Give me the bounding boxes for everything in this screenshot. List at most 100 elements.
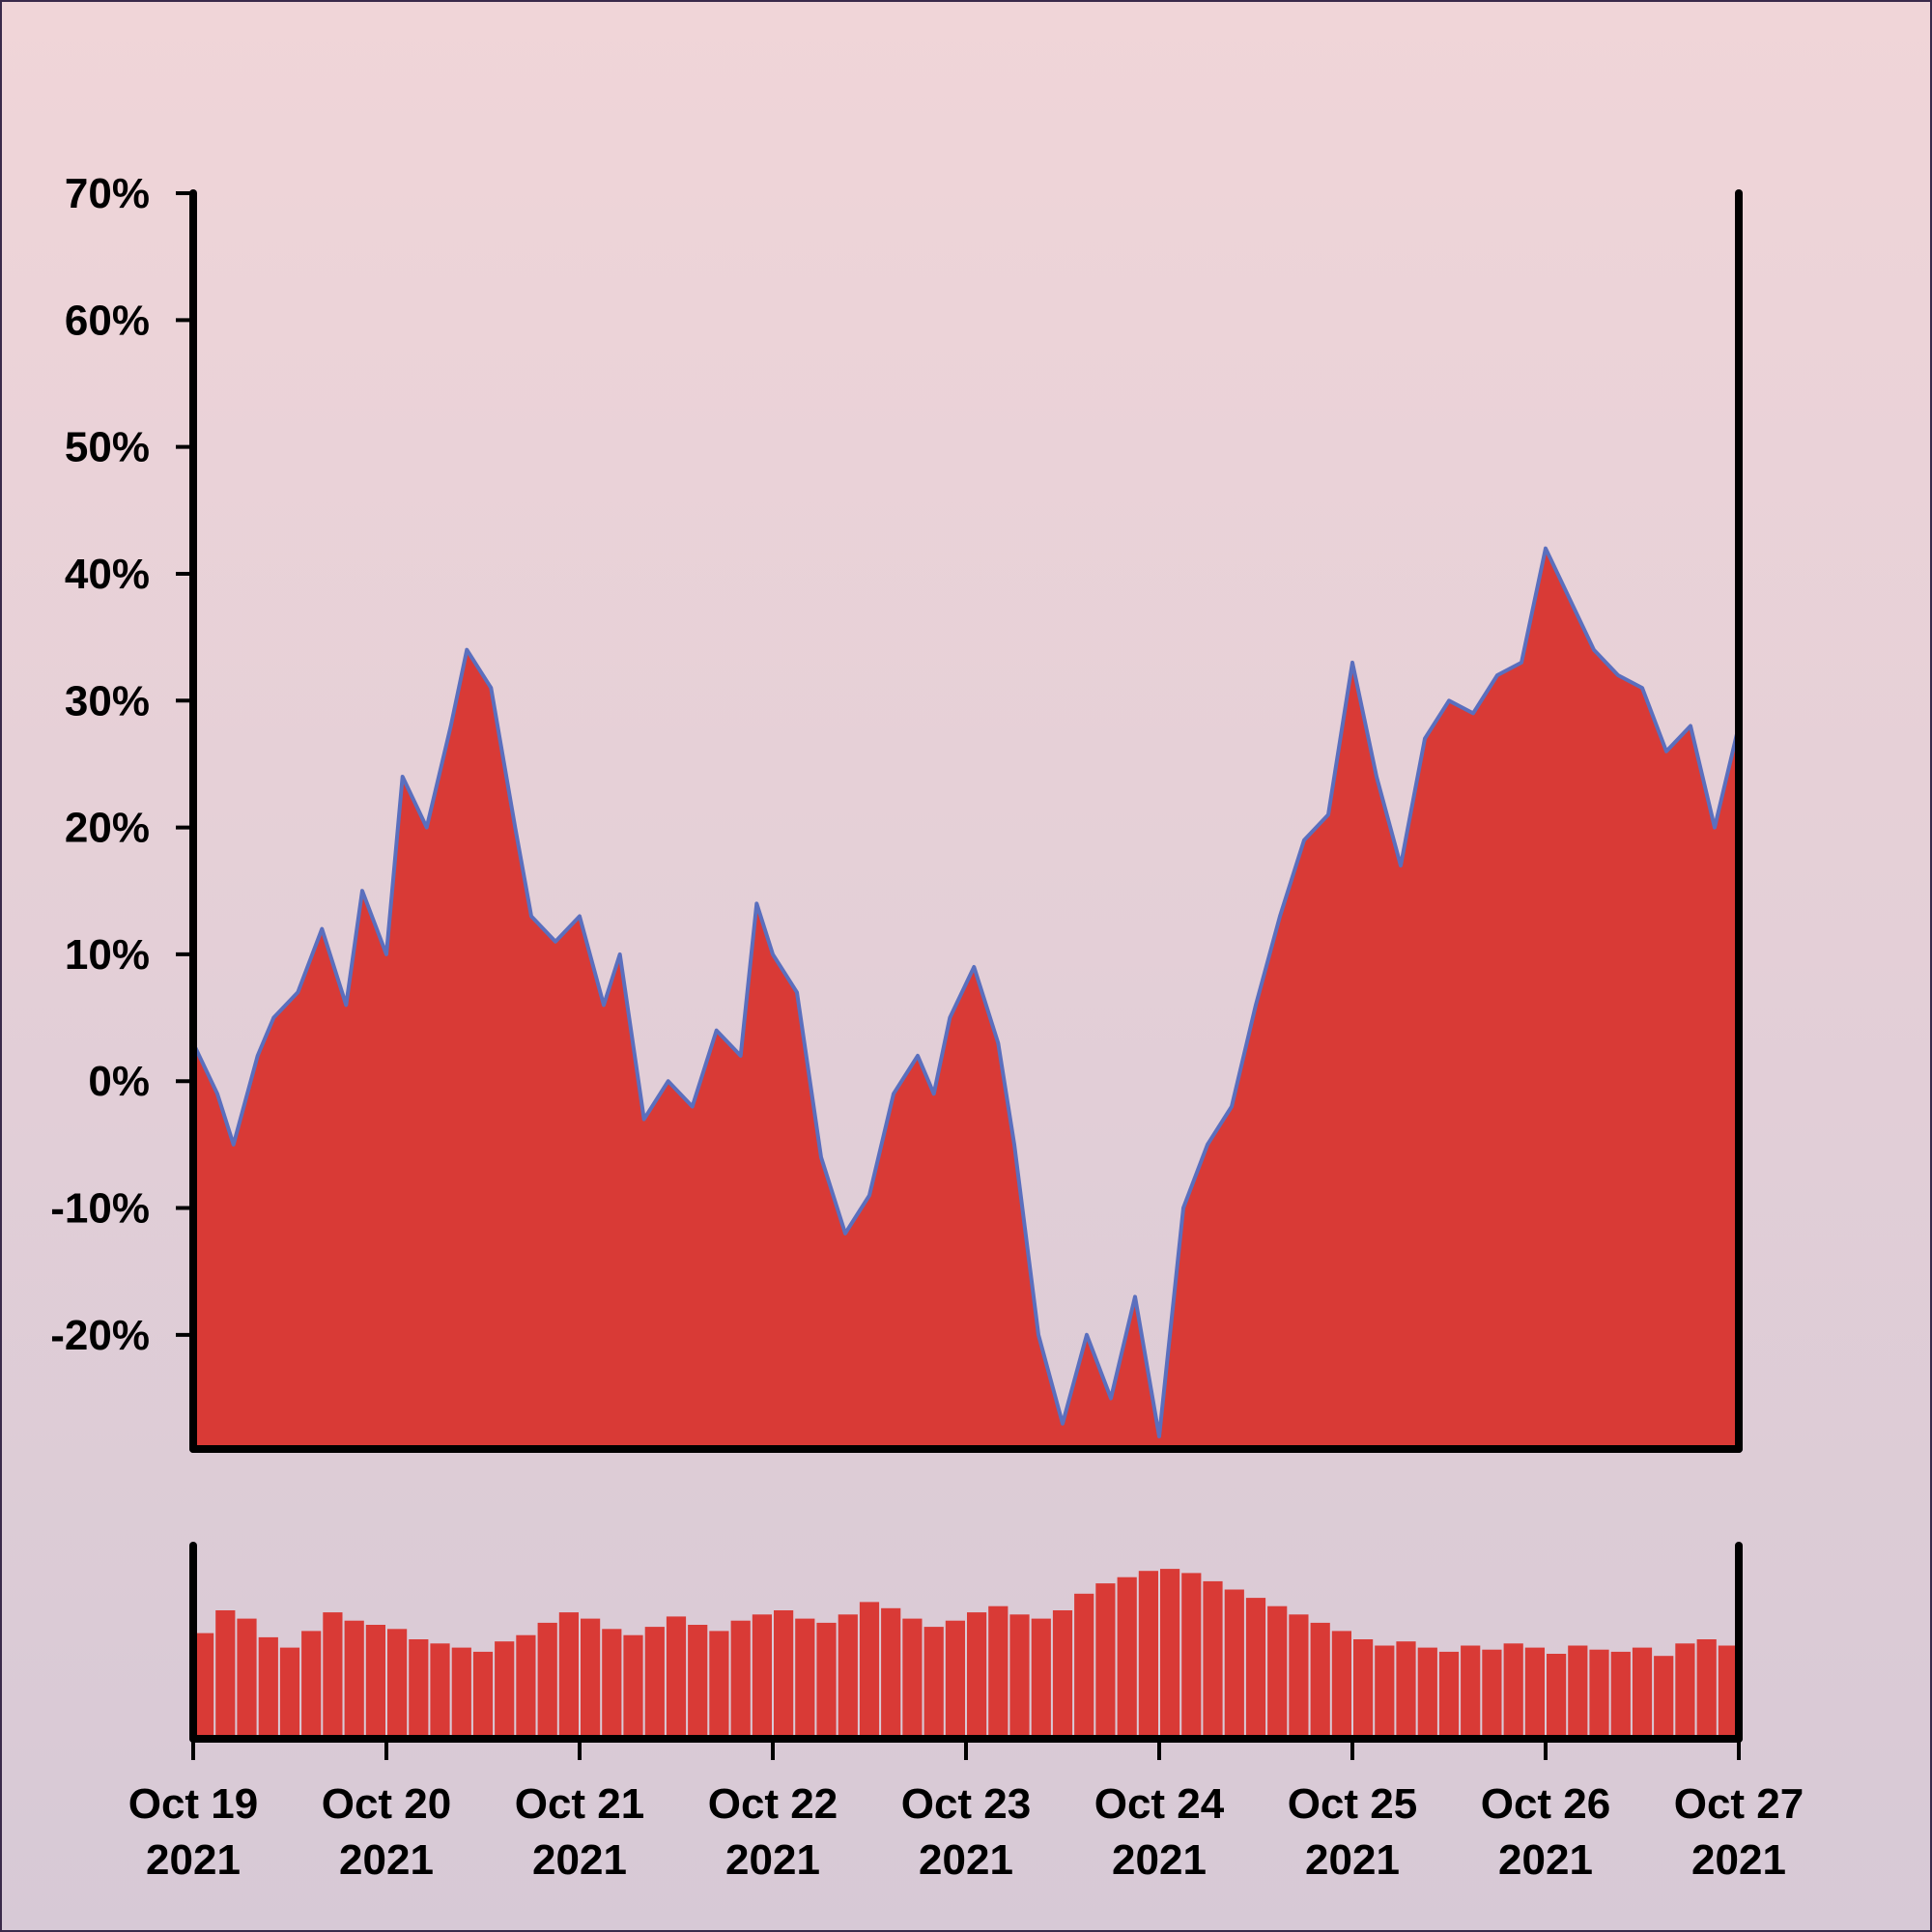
y-tick-label: 40% bbox=[65, 551, 150, 598]
volume-bar bbox=[215, 1610, 236, 1739]
price-area-layer bbox=[191, 546, 1741, 1449]
y-tick-label: 60% bbox=[65, 297, 150, 344]
volume-bar bbox=[387, 1629, 408, 1739]
y-tick-label: 50% bbox=[65, 424, 150, 471]
volume-bar bbox=[752, 1614, 772, 1739]
volume-bar bbox=[859, 1602, 880, 1739]
y-tick-label: 10% bbox=[65, 931, 150, 979]
volume-bar bbox=[258, 1636, 278, 1739]
volume-bar bbox=[1181, 1573, 1202, 1739]
volume-bar bbox=[1547, 1654, 1567, 1739]
volume-bar bbox=[1482, 1649, 1502, 1739]
volume-bar bbox=[430, 1643, 450, 1739]
volume-bar bbox=[945, 1620, 965, 1739]
volume-bar bbox=[1396, 1641, 1416, 1739]
volume-bar bbox=[1353, 1639, 1374, 1739]
x-tick-label: Oct 27 2021 bbox=[1674, 1780, 1804, 1884]
volume-bar bbox=[1696, 1639, 1717, 1739]
volume-bar bbox=[881, 1607, 901, 1739]
volume-bar bbox=[644, 1627, 665, 1739]
volume-bar bbox=[495, 1641, 515, 1739]
x-tick-label: Oct 21 2021 bbox=[515, 1780, 645, 1884]
volume-bar bbox=[967, 1612, 987, 1739]
volume-bar bbox=[1074, 1593, 1094, 1739]
volume-bar bbox=[323, 1612, 343, 1739]
volume-bar bbox=[1331, 1631, 1351, 1739]
volume-bar bbox=[365, 1625, 385, 1739]
volume-bar bbox=[1568, 1645, 1588, 1739]
volume-bar bbox=[902, 1618, 923, 1739]
volume-bar bbox=[1438, 1651, 1460, 1739]
y-tick-label: -20% bbox=[50, 1312, 150, 1359]
volume-bar bbox=[1310, 1622, 1330, 1739]
volume-bar bbox=[451, 1647, 471, 1739]
y-tick-labels: 70% 60% 50% 40% 30% 20% 10% 0% -10% -20% bbox=[50, 170, 150, 1359]
volume-bar bbox=[1009, 1614, 1030, 1739]
x-tick-label: Oct 23 2021 bbox=[901, 1780, 1032, 1884]
volume-bar bbox=[301, 1631, 322, 1739]
volume-bar bbox=[558, 1612, 579, 1739]
volume-bar bbox=[537, 1622, 557, 1739]
x-tick-label: Oct 24 2021 bbox=[1094, 1780, 1225, 1884]
volume-layer bbox=[194, 1569, 1738, 1739]
volume-bar bbox=[1718, 1645, 1738, 1739]
volume-bar bbox=[1524, 1647, 1545, 1739]
x-tick-label: Oct 20 2021 bbox=[322, 1780, 452, 1884]
volume-bar bbox=[344, 1620, 364, 1739]
volume-bar bbox=[1031, 1618, 1051, 1739]
y-tick-label: 0% bbox=[88, 1058, 150, 1105]
volume-bar bbox=[602, 1629, 622, 1739]
volume-bar bbox=[1417, 1647, 1437, 1739]
x-tick-labels: Oct 19 2021 Oct 20 2021 Oct 21 2021 Oct 22 2021… bbox=[128, 1780, 1804, 1884]
volume-bar bbox=[1267, 1605, 1288, 1739]
volume-bar bbox=[279, 1647, 300, 1739]
volume-bar bbox=[1632, 1647, 1653, 1739]
volume-bar bbox=[666, 1616, 687, 1739]
volume-bar bbox=[1289, 1614, 1309, 1739]
volume-bar bbox=[838, 1614, 858, 1739]
volume-bar bbox=[923, 1627, 944, 1739]
price-area bbox=[193, 548, 1739, 1449]
y-tick-label: 20% bbox=[65, 805, 150, 852]
volume-bar bbox=[472, 1651, 494, 1739]
volume-bar bbox=[1654, 1656, 1674, 1739]
volume-bar bbox=[774, 1610, 794, 1739]
volume-bar bbox=[409, 1639, 429, 1739]
volume-bar bbox=[730, 1620, 751, 1739]
volume-bar bbox=[1375, 1645, 1395, 1739]
volume-bar bbox=[1117, 1577, 1137, 1739]
axes-layer bbox=[176, 189, 1743, 1760]
volume-bar bbox=[795, 1618, 815, 1739]
volume-bar bbox=[194, 1633, 214, 1739]
y-tick-label: -10% bbox=[50, 1185, 150, 1233]
volume-bar bbox=[1610, 1651, 1631, 1739]
x-tick-label: Oct 22 2021 bbox=[708, 1780, 838, 1884]
volume-bar bbox=[1203, 1580, 1223, 1739]
x-tick-label: Oct 26 2021 bbox=[1481, 1780, 1611, 1884]
price-line bbox=[191, 546, 1741, 1438]
volume-bar bbox=[1224, 1589, 1244, 1739]
volume-bar bbox=[1461, 1645, 1481, 1739]
volume-bar bbox=[1245, 1598, 1266, 1739]
volume-bar bbox=[623, 1634, 643, 1739]
volume-bar bbox=[988, 1605, 1009, 1739]
volume-bar bbox=[1675, 1643, 1695, 1739]
volume-bar bbox=[1095, 1583, 1116, 1739]
volume-bar bbox=[516, 1634, 536, 1739]
volume-bar bbox=[1052, 1610, 1073, 1739]
volume-bar bbox=[816, 1622, 837, 1739]
volume-bar bbox=[1160, 1569, 1180, 1739]
x-tick-label: Oct 25 2021 bbox=[1288, 1780, 1418, 1884]
volume-bar bbox=[709, 1631, 729, 1739]
volume-bar bbox=[1589, 1649, 1609, 1739]
x-tick-label: Oct 19 2021 bbox=[128, 1780, 259, 1884]
y-tick-label: 70% bbox=[65, 170, 150, 217]
y-tick-label: 30% bbox=[65, 677, 150, 724]
volume-bar bbox=[581, 1618, 601, 1739]
volume-bar bbox=[1138, 1571, 1158, 1739]
volume-bar bbox=[1503, 1643, 1523, 1739]
volume-bar bbox=[688, 1625, 708, 1739]
volume-bar bbox=[237, 1618, 257, 1739]
